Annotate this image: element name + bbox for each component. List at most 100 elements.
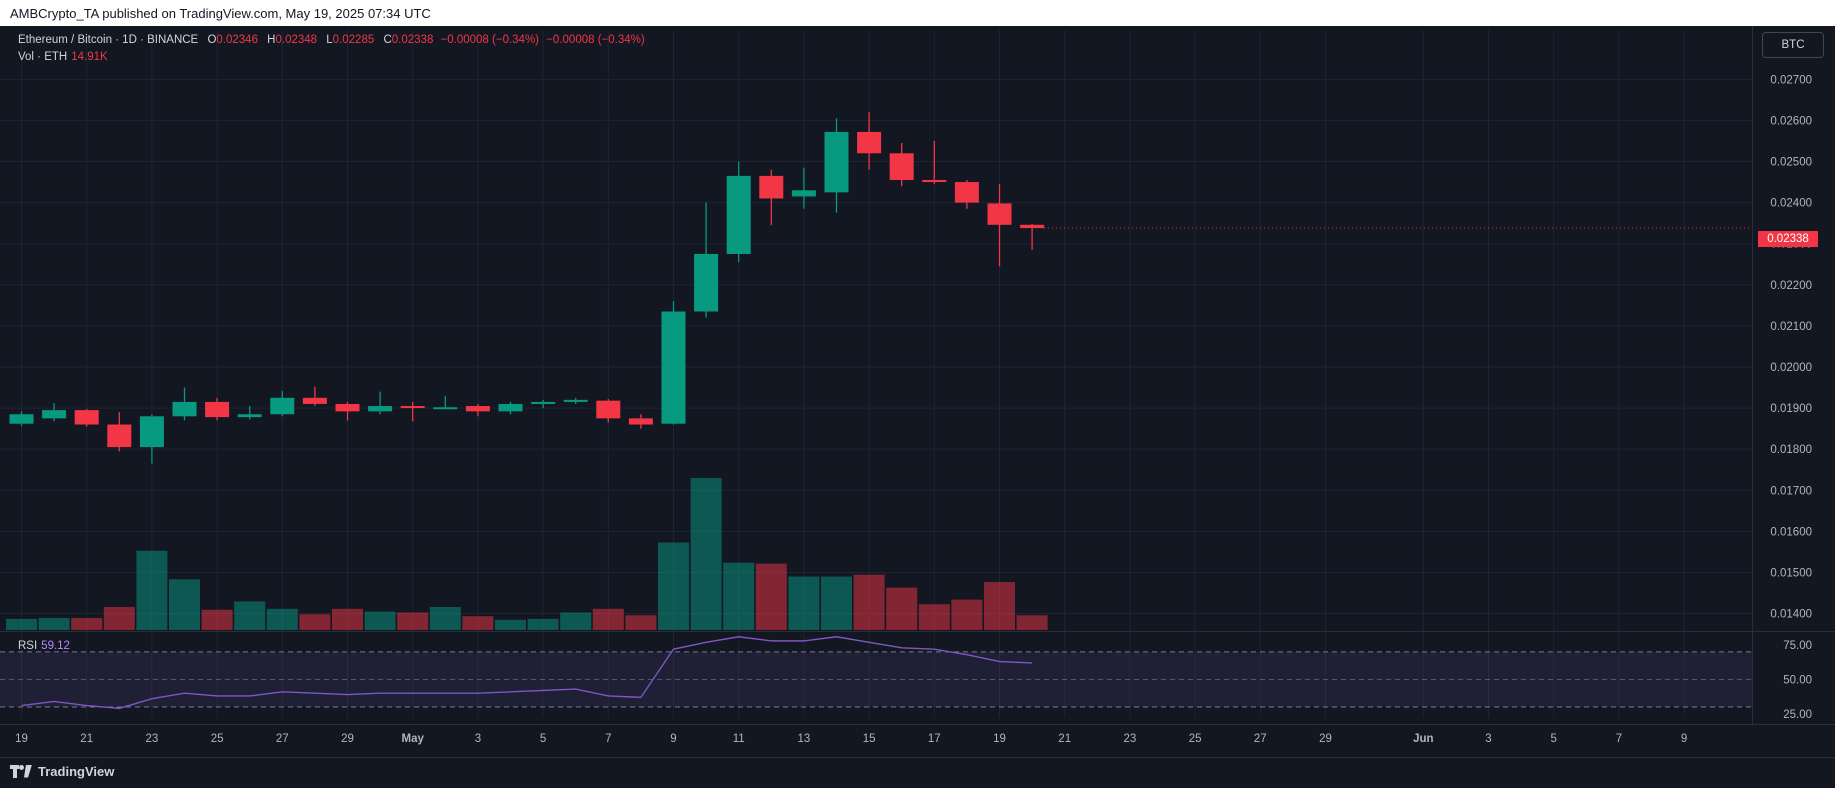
time-tick-label: 15: [863, 733, 876, 745]
volume-bar: [169, 579, 200, 630]
candle-body: [205, 401, 230, 418]
time-tick-label: 13: [798, 733, 811, 745]
time-tick-label: 9: [670, 733, 676, 745]
candle-body: [107, 424, 132, 448]
candle-body: [172, 401, 197, 417]
rsi-legend[interactable]: RSI 59.12: [18, 640, 70, 652]
footer-bar: TradingView: [0, 757, 1835, 788]
rsi-tick-label: 50.00: [1783, 674, 1812, 686]
volume-bar: [429, 606, 461, 630]
candle-body: [596, 400, 621, 419]
tradingview-brand[interactable]: TradingView: [10, 764, 114, 779]
candle-body: [628, 418, 653, 425]
currency-badge[interactable]: BTC: [1762, 32, 1824, 58]
volume-bar: [397, 612, 429, 630]
time-tick-label: 25: [1189, 733, 1202, 745]
time-tick-label: 11: [733, 733, 745, 745]
price-tick-label: 0.01400: [1770, 609, 1812, 621]
candle-body: [302, 397, 327, 404]
candle-body: [954, 182, 979, 203]
candle-body: [922, 180, 947, 183]
volume-bar: [364, 611, 396, 630]
tradingview-logo-icon: [10, 764, 32, 779]
time-tick-label: 21: [1058, 733, 1071, 745]
volume-bar: [6, 618, 37, 630]
time-tick-label: 19: [15, 733, 28, 745]
candle-body: [400, 406, 425, 409]
candle-body: [433, 407, 458, 410]
time-tick-label: 21: [80, 733, 93, 745]
candle-body: [889, 153, 914, 180]
volume-bar: [788, 576, 820, 630]
price-tick-label: 0.01900: [1770, 403, 1812, 415]
candle-body: [237, 414, 262, 418]
candle-body: [465, 406, 490, 412]
time-tick-label: May: [402, 733, 425, 745]
price-tick-label: 0.01500: [1770, 567, 1812, 579]
candle-body: [270, 397, 295, 415]
symbol-legend[interactable]: Ethereum / Bitcoin · 1D · BINANCE O0.023…: [18, 34, 645, 46]
time-tick-label: Jun: [1413, 733, 1433, 745]
time-tick-label: 29: [1319, 733, 1332, 745]
chart-area[interactable]: 0.027000.026000.025000.024000.023000.022…: [0, 26, 1835, 756]
candle-body: [759, 175, 784, 199]
volume-legend[interactable]: Vol · ETH 14.91K: [18, 51, 108, 63]
candle-body: [498, 403, 523, 412]
price-tick-label: 0.02000: [1770, 362, 1812, 374]
time-tick-label: 23: [1124, 733, 1137, 745]
price-tick-label: 0.01600: [1770, 526, 1812, 538]
candle-body: [74, 410, 99, 425]
high-value: 0.02348: [275, 34, 318, 46]
candle-body: [694, 253, 719, 312]
time-tick-label: 17: [928, 733, 941, 745]
rsi-tick-label: 25.00: [1783, 709, 1812, 721]
price-tick-label: 0.02700: [1770, 74, 1812, 86]
change-value-2: −0.00008 (−0.34%): [546, 34, 645, 46]
rsi-line: [21, 636, 1033, 710]
time-tick-label: 9: [1681, 733, 1687, 745]
candle-body: [1020, 224, 1045, 229]
time-tick-label: 5: [1550, 733, 1556, 745]
volume-bar: [103, 606, 135, 630]
candle-body: [824, 131, 849, 193]
volume-bar: [592, 608, 624, 630]
price-tick-label: 0.02200: [1770, 280, 1812, 292]
volume-bars: [6, 478, 1048, 630]
time-tick-label: 27: [276, 733, 289, 745]
candle-body: [531, 401, 556, 404]
rsi-band: [0, 651, 1752, 708]
volume-bar: [658, 542, 689, 630]
low-value: 0.02285: [332, 34, 375, 46]
time-tick-label: 29: [341, 733, 354, 745]
time-tick-label: 25: [211, 733, 224, 745]
time-tick-label: 19: [993, 733, 1006, 745]
rsi-value: 59.12: [41, 640, 70, 652]
volume-bar: [266, 608, 298, 630]
volume-bar: [951, 599, 983, 630]
volume-bar: [821, 576, 852, 630]
candle-body: [987, 203, 1012, 225]
time-tick-label: 27: [1254, 733, 1267, 745]
candle-body: [661, 311, 686, 424]
volume-value: 14.91K: [71, 51, 108, 63]
price-tick-label: 0.01700: [1770, 485, 1812, 497]
open-label: O: [207, 34, 217, 46]
volume-bar: [918, 604, 950, 630]
volume-bar: [299, 614, 331, 630]
volume-label: Vol · ETH: [18, 51, 68, 63]
price-tick-label: 0.02600: [1770, 115, 1812, 127]
close-value: 0.02338: [391, 34, 434, 46]
volume-bar: [625, 615, 657, 630]
candle-body: [139, 416, 164, 448]
volume-bar: [886, 587, 918, 630]
volume-bar: [755, 563, 787, 630]
volume-bar: [71, 618, 103, 630]
time-tick-label: 3: [1485, 733, 1491, 745]
volume-bar: [136, 550, 168, 630]
time-axis[interactable]: 19 21 23 25 27 29 May 3 5 7 9 11 13 15 17 19 21 23 25 27 29 J…: [15, 733, 1687, 745]
price-axis[interactable]: 0.027000.026000.025000.024000.023000.022…: [1770, 74, 1812, 620]
rsi-label: RSI: [18, 640, 38, 652]
rsi-indicator: [21, 636, 1033, 710]
volume-bar: [1016, 615, 1048, 630]
rsi-axis[interactable]: 75.00 50.00 25.00: [1783, 640, 1812, 721]
